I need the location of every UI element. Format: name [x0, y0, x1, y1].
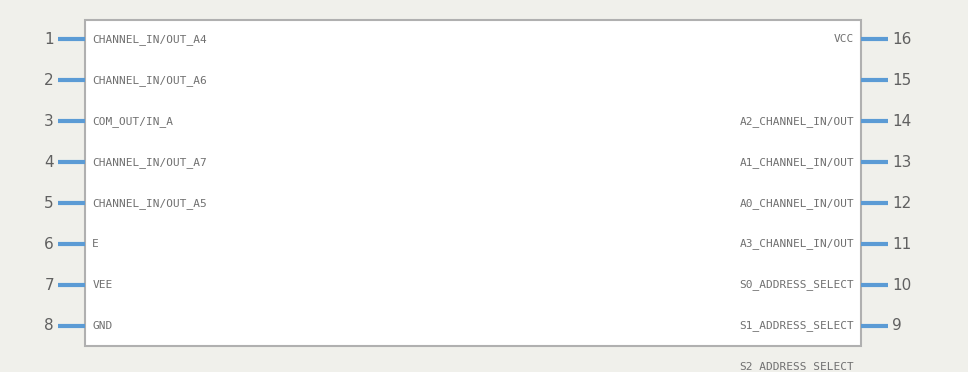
Text: S1_ADDRESS_SELECT: S1_ADDRESS_SELECT: [740, 321, 854, 331]
Text: CHANNEL_IN/OUT_A7: CHANNEL_IN/OUT_A7: [92, 157, 207, 168]
Text: 7: 7: [45, 278, 54, 292]
Text: 9: 9: [892, 318, 902, 333]
Text: 4: 4: [45, 155, 54, 170]
Text: A3_CHANNEL_IN/OUT: A3_CHANNEL_IN/OUT: [740, 238, 854, 250]
Text: VCC: VCC: [833, 34, 854, 44]
Text: 11: 11: [892, 237, 912, 251]
Text: CHANNEL_IN/OUT_A4: CHANNEL_IN/OUT_A4: [92, 34, 207, 45]
Text: 15: 15: [892, 73, 912, 88]
Text: 14: 14: [892, 114, 912, 129]
Text: 13: 13: [892, 155, 912, 170]
Text: VEE: VEE: [92, 280, 112, 290]
Text: A1_CHANNEL_IN/OUT: A1_CHANNEL_IN/OUT: [740, 157, 854, 168]
Text: A2_CHANNEL_IN/OUT: A2_CHANNEL_IN/OUT: [740, 116, 854, 126]
Text: 6: 6: [45, 237, 54, 251]
Text: A0_CHANNEL_IN/OUT: A0_CHANNEL_IN/OUT: [740, 198, 854, 209]
Text: CHANNEL_IN/OUT_A6: CHANNEL_IN/OUT_A6: [92, 75, 207, 86]
Text: COM_OUT/IN_A: COM_OUT/IN_A: [92, 116, 173, 126]
Text: S0_ADDRESS_SELECT: S0_ADDRESS_SELECT: [740, 279, 854, 291]
Text: 3: 3: [45, 114, 54, 129]
Bar: [85, 20, 861, 346]
Text: GND: GND: [92, 321, 112, 331]
Text: E: E: [92, 239, 99, 249]
Text: 2: 2: [45, 73, 54, 88]
Text: 5: 5: [45, 196, 54, 211]
Text: 12: 12: [892, 196, 912, 211]
Text: S2_ADDRESS_SELECT: S2_ADDRESS_SELECT: [740, 362, 854, 372]
Text: CHANNEL_IN/OUT_A5: CHANNEL_IN/OUT_A5: [92, 198, 207, 209]
Text: 10: 10: [892, 278, 912, 292]
Text: 1: 1: [45, 32, 54, 47]
Text: 8: 8: [45, 318, 54, 333]
Text: 16: 16: [892, 32, 912, 47]
